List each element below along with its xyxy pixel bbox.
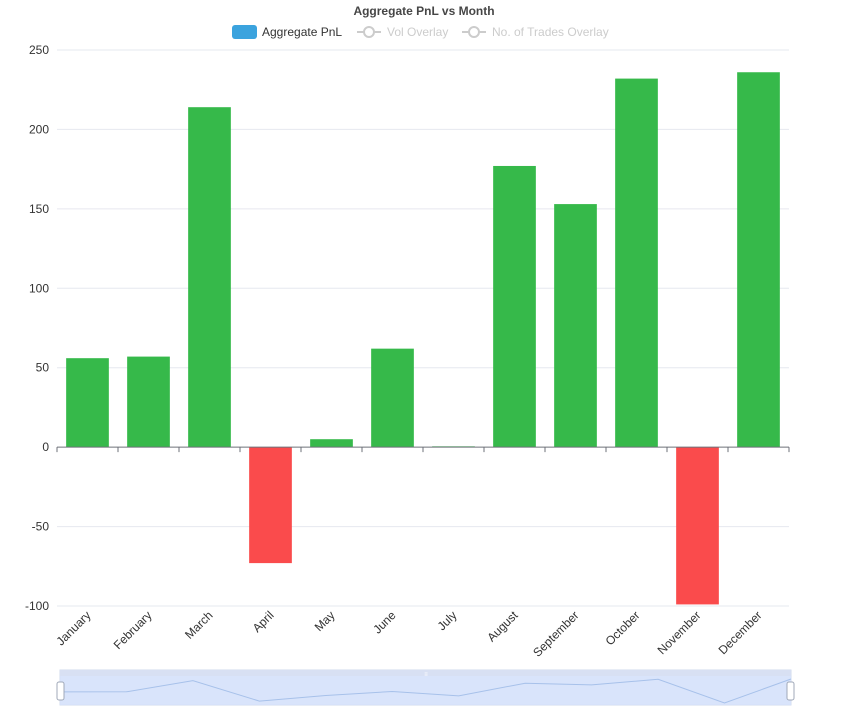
chart-title: Aggregate PnL vs Month [353, 4, 494, 18]
data-zoom-preview-line [59, 678, 792, 704]
legend-label-aggregate-pnl: Aggregate PnL [262, 25, 342, 39]
x-tick-label: October [603, 608, 643, 648]
data-zoom[interactable]: ≡ [56, 669, 795, 706]
x-tick-label: December [716, 608, 765, 657]
y-tick-label: 200 [29, 122, 49, 136]
bar-november[interactable] [676, 447, 719, 605]
legend-item-trades-overlay[interactable]: No. of Trades Overlay [462, 25, 609, 39]
y-tick-label: -100 [25, 599, 49, 613]
bar-june[interactable] [371, 348, 414, 448]
bar-august[interactable] [493, 165, 536, 448]
x-tick-label: April [250, 608, 277, 635]
legend-item-aggregate-pnl[interactable]: Aggregate PnL [232, 25, 342, 39]
x-tick-label: November [655, 608, 704, 657]
y-tick-label: 50 [36, 361, 50, 375]
x-tick-label: July [435, 608, 460, 633]
data-zoom-selection[interactable] [60, 676, 791, 705]
bar-april[interactable] [249, 447, 292, 564]
y-tick-label: 250 [29, 43, 49, 57]
bar-march[interactable] [188, 107, 231, 448]
x-tick-label: January [54, 608, 94, 648]
bars [66, 72, 780, 605]
x-tick-label: June [370, 608, 399, 637]
legend-label-vol-overlay: Vol Overlay [387, 25, 448, 39]
bar-february[interactable] [127, 356, 170, 448]
bar-september[interactable] [554, 204, 597, 448]
y-tick-label: 0 [42, 440, 49, 454]
data-zoom-left-handle[interactable] [56, 681, 65, 701]
grid [57, 49, 789, 607]
x-tick-label: March [182, 608, 215, 641]
y-axis: 250 200 150 100 50 0 -50 -100 [25, 43, 49, 613]
data-zoom-grip-icon: ≡ [424, 672, 428, 678]
x-tick-label: February [111, 608, 155, 652]
x-tick-label: August [484, 608, 521, 645]
y-tick-label: 150 [29, 202, 49, 216]
y-tick-label: -50 [32, 520, 50, 534]
data-zoom-top-handle[interactable] [60, 670, 791, 676]
legend-circle-icon [363, 26, 375, 38]
legend-label-trades-overlay: No. of Trades Overlay [492, 25, 609, 39]
legend-circle-icon [468, 26, 480, 38]
bar-may[interactable] [310, 439, 353, 448]
x-tick-label: September [530, 608, 581, 659]
legend-swatch-icon [232, 25, 257, 39]
legend: Aggregate PnL Vol Overlay No. of Trades … [232, 25, 609, 39]
legend-item-vol-overlay[interactable]: Vol Overlay [357, 25, 448, 39]
data-zoom-right-handle[interactable] [786, 681, 795, 701]
bar-october[interactable] [615, 78, 658, 448]
bar-january[interactable] [66, 358, 109, 448]
bar-december[interactable] [737, 72, 780, 448]
y-tick-label: 100 [29, 281, 49, 295]
x-tick-label: May [312, 608, 338, 634]
